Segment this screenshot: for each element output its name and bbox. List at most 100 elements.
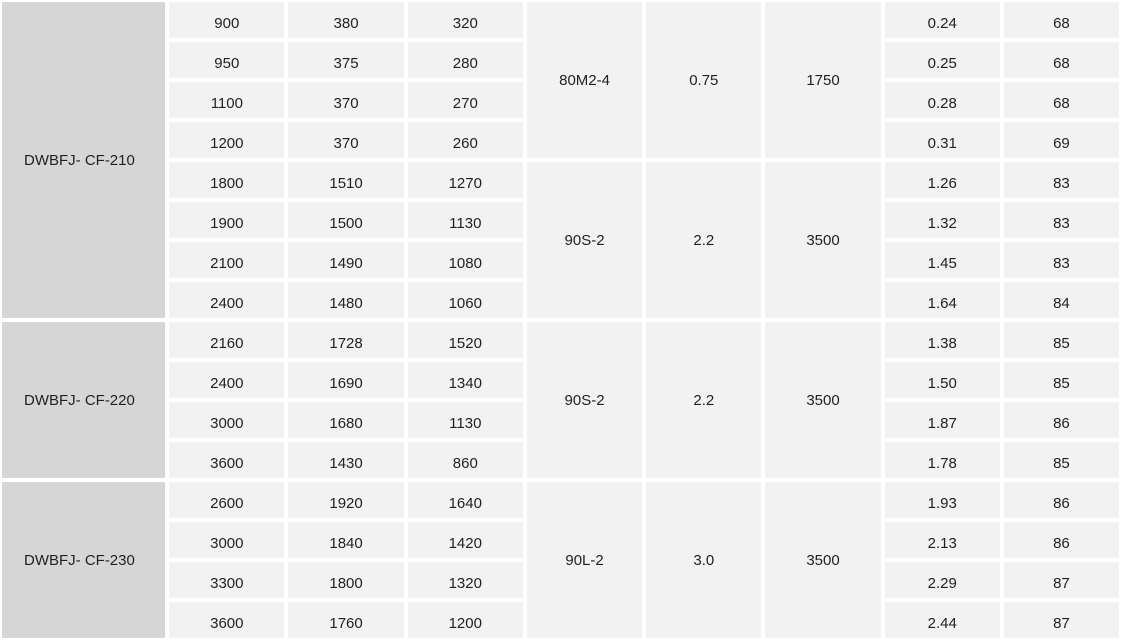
pressure-a-cell: 1800 [288, 562, 404, 598]
table-row: DWBFJ- CF-210 900 380 320 80M2-4 0.75 1750 0.24… [2, 2, 1119, 318]
motor-model-cell: 90S-2 [526, 322, 643, 478]
table-row: 2400 1690 1340 1.50 85 [2, 362, 1119, 398]
airflow-cell: 2400 [169, 282, 285, 318]
airflow-cell: 1900 [169, 202, 285, 238]
table-row: 1900 1500 1130 1.32 83 [2, 202, 1119, 238]
motor-power-cell: 2.2 [646, 162, 762, 318]
table-row: 1200 370 260 0.31 69 [2, 122, 1119, 158]
shaft-power-cell: 0.24 [884, 2, 1000, 38]
pressure-a-cell: 1728 [288, 322, 404, 358]
airflow-cell: 1800 [169, 162, 285, 198]
pressure-b-cell: 1080 [407, 242, 523, 278]
pressure-a-cell: 380 [288, 2, 404, 38]
pressure-b-cell: 270 [407, 82, 523, 118]
shaft-power-cell: 2.44 [884, 602, 1000, 638]
speed-cell: 3500 [765, 322, 881, 478]
motor-power-cell: 0.75 [646, 2, 762, 158]
motor-model-cell: 80M2-4 [526, 2, 643, 158]
shaft-power-cell: 0.31 [884, 122, 1000, 158]
shaft-power-cell: 1.38 [884, 322, 1000, 358]
pressure-b-cell: 260 [407, 122, 523, 158]
airflow-cell: 2100 [169, 242, 285, 278]
noise-cell: 84 [1003, 282, 1119, 318]
airflow-cell: 3300 [169, 562, 285, 598]
airflow-cell: 950 [169, 42, 285, 78]
shaft-power-cell: 1.50 [884, 362, 1000, 398]
airflow-cell: 2400 [169, 362, 285, 398]
pressure-a-cell: 1760 [288, 602, 404, 638]
noise-cell: 87 [1003, 562, 1119, 598]
noise-cell: 86 [1003, 482, 1119, 518]
pressure-b-cell: 1200 [407, 602, 523, 638]
table-row: 1800 1510 1270 90S-2 2.2 3500 1.26 83 [2, 162, 1119, 318]
shaft-power-cell: 1.87 [884, 402, 1000, 438]
shaft-power-cell: 1.26 [884, 162, 1000, 198]
pressure-b-cell: 1420 [407, 522, 523, 558]
airflow-cell: 3600 [169, 442, 285, 478]
speed-cell: 3500 [765, 162, 881, 318]
pressure-a-cell: 1430 [288, 442, 404, 478]
table-row: 1100 370 270 0.28 68 [2, 82, 1119, 118]
pressure-a-cell: 1840 [288, 522, 404, 558]
table-row: 3000 1680 1130 1.87 86 [2, 402, 1119, 438]
airflow-cell: 2600 [169, 482, 285, 518]
table-row: 2100 1490 1080 1.45 83 [2, 242, 1119, 278]
shaft-power-cell: 1.93 [884, 482, 1000, 518]
pressure-b-cell: 320 [407, 2, 523, 38]
pressure-b-cell: 1640 [407, 482, 523, 518]
pressure-b-cell: 1340 [407, 362, 523, 398]
pressure-a-cell: 1680 [288, 402, 404, 438]
speed-cell: 1750 [765, 2, 881, 158]
shaft-power-cell: 1.45 [884, 242, 1000, 278]
pressure-b-cell: 1130 [407, 202, 523, 238]
pressure-a-cell: 375 [288, 42, 404, 78]
shaft-power-cell: 1.78 [884, 442, 1000, 478]
noise-cell: 85 [1003, 362, 1119, 398]
pressure-a-cell: 1490 [288, 242, 404, 278]
noise-cell: 85 [1003, 322, 1119, 358]
pressure-a-cell: 370 [288, 122, 404, 158]
airflow-cell: 1200 [169, 122, 285, 158]
table-row: 2400 1480 1060 1.64 84 [2, 282, 1119, 318]
motor-power-cell: 3.0 [646, 482, 762, 638]
shaft-power-cell: 1.32 [884, 202, 1000, 238]
airflow-cell: 1100 [169, 82, 285, 118]
noise-cell: 83 [1003, 242, 1119, 278]
noise-cell: 68 [1003, 42, 1119, 78]
noise-cell: 68 [1003, 82, 1119, 118]
pressure-a-cell: 1690 [288, 362, 404, 398]
airflow-cell: 900 [169, 2, 285, 38]
pressure-b-cell: 280 [407, 42, 523, 78]
noise-cell: 86 [1003, 522, 1119, 558]
motor-model-cell: 90S-2 [526, 162, 643, 318]
pressure-a-cell: 1500 [288, 202, 404, 238]
noise-cell: 83 [1003, 162, 1119, 198]
pressure-b-cell: 1060 [407, 282, 523, 318]
pressure-b-cell: 1270 [407, 162, 523, 198]
table-row: 950 375 280 0.25 68 [2, 42, 1119, 78]
airflow-cell: 3000 [169, 402, 285, 438]
noise-cell: 86 [1003, 402, 1119, 438]
pressure-b-cell: 1320 [407, 562, 523, 598]
airflow-cell: 2160 [169, 322, 285, 358]
pressure-b-cell: 1520 [407, 322, 523, 358]
model-cell: DWBFJ- CF-230 [2, 482, 166, 638]
shaft-power-cell: 0.25 [884, 42, 1000, 78]
pressure-a-cell: 1510 [288, 162, 404, 198]
model-cell: DWBFJ- CF-210 [2, 2, 166, 318]
pressure-a-cell: 1920 [288, 482, 404, 518]
motor-model-cell: 90L-2 [526, 482, 643, 638]
noise-cell: 85 [1003, 442, 1119, 478]
table-row: DWBFJ- CF-220 2160 1728 1520 90S-2 2.2 3500 1.3… [2, 322, 1119, 478]
speed-cell: 3500 [765, 482, 881, 638]
noise-cell: 68 [1003, 2, 1119, 38]
airflow-cell: 3600 [169, 602, 285, 638]
noise-cell: 83 [1003, 202, 1119, 238]
pressure-a-cell: 1480 [288, 282, 404, 318]
shaft-power-cell: 0.28 [884, 82, 1000, 118]
airflow-cell: 3000 [169, 522, 285, 558]
noise-cell: 69 [1003, 122, 1119, 158]
shaft-power-cell: 1.64 [884, 282, 1000, 318]
pressure-a-cell: 370 [288, 82, 404, 118]
